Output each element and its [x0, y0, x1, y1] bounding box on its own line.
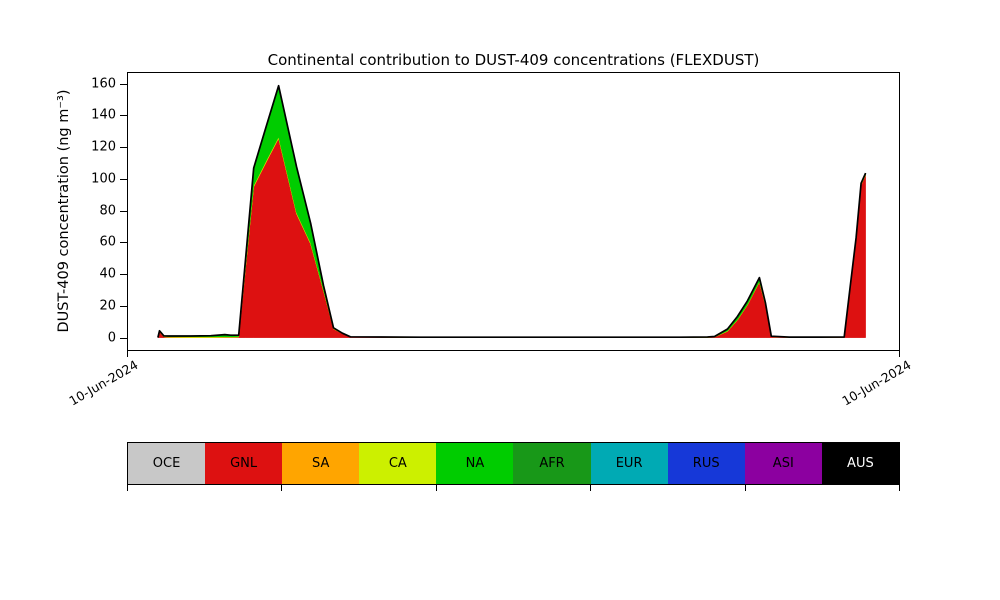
- total-line: [157, 84, 867, 339]
- area-GNL: [157, 137, 866, 338]
- legend-label: SA: [312, 456, 330, 471]
- y-tick-label: 0: [107, 330, 116, 346]
- legend-item-AUS: AUS: [821, 443, 899, 484]
- y-tick-mark: [120, 178, 127, 180]
- y-tick-label: 20: [99, 298, 116, 314]
- legend-tick-mark: [899, 485, 900, 491]
- y-tick-mark: [120, 147, 127, 148]
- chart-title: Continental contribution to DUST-409 con…: [267, 51, 760, 69]
- legend-item-EUR: EUR: [590, 443, 668, 484]
- legend-tick-mark: [744, 485, 746, 491]
- legend-label: NA: [465, 456, 485, 471]
- legend-item-RUS: RUS: [667, 443, 745, 484]
- y-tick-mark: [120, 83, 127, 85]
- stacked-area-chart: [157, 84, 867, 339]
- legend-label: GNL: [230, 456, 258, 471]
- y-tick-label: 80: [99, 203, 116, 218]
- plot-area: [127, 72, 900, 351]
- legend-label: EUR: [615, 456, 643, 471]
- legend-label: ASI: [772, 456, 794, 471]
- y-tick-mark: [120, 242, 127, 244]
- legend-label: CA: [388, 456, 407, 471]
- legend-tick-mark: [281, 485, 283, 491]
- y-tick-mark: [120, 115, 127, 117]
- y-tick-mark: [120, 274, 127, 276]
- legend-item-AFR: AFR: [513, 443, 591, 484]
- legend-item-GNL: GNL: [205, 443, 283, 484]
- x-tick-label-right: 10-Jun-2024: [839, 357, 914, 409]
- y-tick-label: 100: [91, 171, 116, 187]
- legend-item-NA: NA: [436, 443, 514, 484]
- y-tick-label: 160: [91, 76, 116, 91]
- legend-label: AFR: [539, 456, 565, 471]
- y-tick-label: 140: [91, 107, 116, 123]
- y-tick-mark: [120, 337, 127, 339]
- y-tick-label: 60: [99, 234, 116, 250]
- legend-label: RUS: [692, 456, 720, 471]
- legend-item-CA: CA: [359, 443, 437, 484]
- y-tick-label: 40: [99, 266, 116, 282]
- legend-label: OCE: [152, 456, 181, 471]
- legend: OCE GNL SA CA NA AFR EUR RUS ASI AUS: [127, 442, 900, 485]
- y-tick-label: 120: [91, 139, 116, 155]
- x-tick-mark: [127, 351, 128, 357]
- y-tick-mark: [120, 210, 127, 212]
- legend-item-SA: SA: [282, 443, 360, 484]
- legend-tick-mark: [590, 485, 592, 491]
- legend-tick-mark: [435, 485, 437, 491]
- legend-tick-mark: [127, 485, 128, 491]
- y-tick-mark: [120, 305, 127, 307]
- x-tick-label-left: 10-Jun-2024: [66, 357, 141, 409]
- legend-item-OCE: OCE: [128, 443, 206, 484]
- x-tick-mark: [899, 351, 900, 357]
- legend-item-ASI: ASI: [744, 443, 822, 484]
- legend-label: AUS: [847, 456, 874, 471]
